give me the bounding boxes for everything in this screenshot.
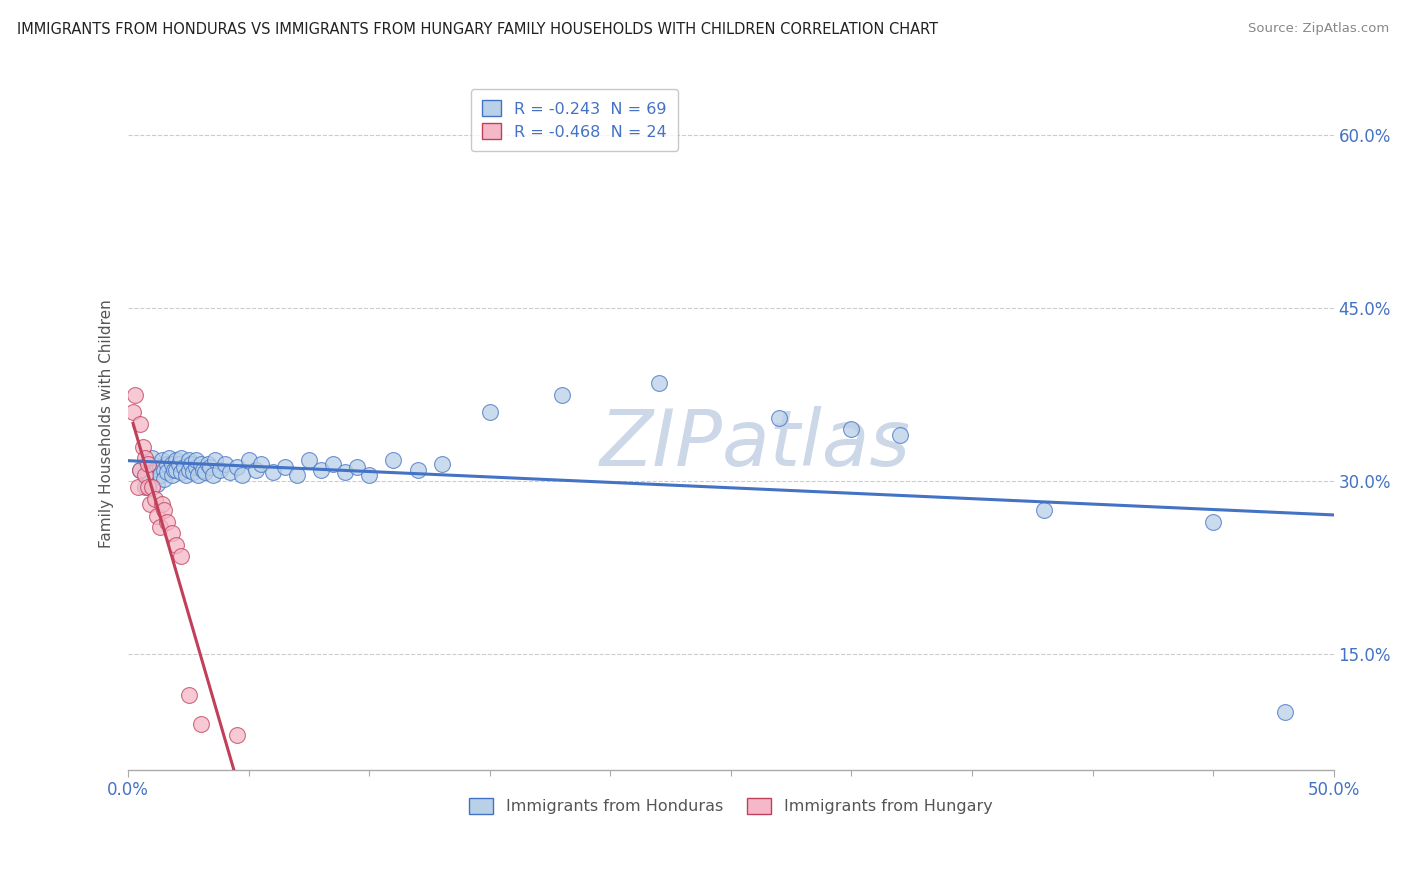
Point bbox=[163, 463, 186, 477]
Point bbox=[238, 453, 260, 467]
Point bbox=[183, 465, 205, 479]
Point bbox=[124, 387, 146, 401]
Point bbox=[157, 451, 180, 466]
Point bbox=[322, 457, 344, 471]
Point bbox=[134, 468, 156, 483]
Point bbox=[156, 465, 179, 479]
Point bbox=[160, 526, 183, 541]
Point bbox=[166, 463, 188, 477]
Point bbox=[190, 716, 212, 731]
Point bbox=[150, 453, 173, 467]
Point bbox=[139, 474, 162, 488]
Point bbox=[136, 468, 159, 483]
Point bbox=[156, 457, 179, 471]
Point bbox=[141, 451, 163, 466]
Point bbox=[139, 497, 162, 511]
Point bbox=[245, 463, 267, 477]
Point bbox=[141, 457, 163, 471]
Point bbox=[218, 465, 240, 479]
Point bbox=[170, 465, 193, 479]
Point bbox=[149, 520, 172, 534]
Point bbox=[184, 460, 207, 475]
Point bbox=[201, 468, 224, 483]
Point bbox=[382, 453, 405, 467]
Point bbox=[156, 515, 179, 529]
Point bbox=[167, 457, 190, 471]
Text: Source: ZipAtlas.com: Source: ZipAtlas.com bbox=[1249, 22, 1389, 36]
Point bbox=[149, 468, 172, 483]
Point bbox=[132, 440, 155, 454]
Point bbox=[129, 463, 152, 477]
Point bbox=[143, 465, 166, 479]
Point bbox=[478, 405, 501, 419]
Legend: Immigrants from Honduras, Immigrants from Hungary: Immigrants from Honduras, Immigrants fro… bbox=[460, 789, 1002, 824]
Y-axis label: Family Households with Children: Family Households with Children bbox=[100, 299, 114, 548]
Point bbox=[406, 463, 429, 477]
Point bbox=[197, 457, 219, 471]
Point bbox=[136, 480, 159, 494]
Point bbox=[225, 728, 247, 742]
Point bbox=[191, 463, 214, 477]
Point bbox=[127, 480, 149, 494]
Point bbox=[841, 422, 863, 436]
Point bbox=[1033, 503, 1056, 517]
Point bbox=[1274, 705, 1296, 719]
Point bbox=[647, 376, 669, 391]
Point bbox=[194, 465, 217, 479]
Point bbox=[309, 463, 332, 477]
Point bbox=[285, 468, 308, 483]
Point bbox=[149, 460, 172, 475]
Point bbox=[551, 387, 574, 401]
Point bbox=[187, 468, 209, 483]
Point bbox=[177, 453, 200, 467]
Point bbox=[262, 465, 284, 479]
Point bbox=[430, 457, 453, 471]
Point bbox=[200, 460, 222, 475]
Point bbox=[359, 468, 381, 483]
Point bbox=[153, 463, 176, 477]
Point bbox=[170, 451, 193, 466]
Point bbox=[298, 453, 321, 467]
Point bbox=[177, 463, 200, 477]
Point bbox=[129, 417, 152, 431]
Point bbox=[136, 457, 159, 471]
Point bbox=[204, 453, 226, 467]
Point bbox=[122, 405, 145, 419]
Point bbox=[177, 688, 200, 702]
Point bbox=[166, 538, 188, 552]
Point bbox=[231, 468, 253, 483]
Point bbox=[190, 457, 212, 471]
Point bbox=[150, 497, 173, 511]
Point bbox=[184, 453, 207, 467]
Point bbox=[180, 457, 202, 471]
Point bbox=[225, 460, 247, 475]
Point bbox=[1202, 515, 1225, 529]
Point bbox=[274, 460, 297, 475]
Point bbox=[174, 468, 197, 483]
Point bbox=[160, 468, 183, 483]
Point bbox=[170, 549, 193, 564]
Point bbox=[153, 503, 176, 517]
Point bbox=[134, 451, 156, 466]
Point bbox=[208, 463, 231, 477]
Point bbox=[214, 457, 236, 471]
Point bbox=[134, 480, 156, 494]
Point bbox=[129, 463, 152, 477]
Point bbox=[173, 460, 195, 475]
Point bbox=[346, 460, 368, 475]
Point bbox=[889, 428, 911, 442]
Text: IMMIGRANTS FROM HONDURAS VS IMMIGRANTS FROM HUNGARY FAMILY HOUSEHOLDS WITH CHILD: IMMIGRANTS FROM HONDURAS VS IMMIGRANTS F… bbox=[17, 22, 938, 37]
Point bbox=[143, 491, 166, 506]
Point bbox=[166, 453, 188, 467]
Point bbox=[153, 472, 176, 486]
Text: ZIPatlas: ZIPatlas bbox=[599, 407, 911, 483]
Point bbox=[250, 457, 273, 471]
Point bbox=[768, 410, 790, 425]
Point bbox=[160, 457, 183, 471]
Point bbox=[335, 465, 357, 479]
Point bbox=[141, 480, 163, 494]
Point bbox=[146, 476, 169, 491]
Point bbox=[146, 508, 169, 523]
